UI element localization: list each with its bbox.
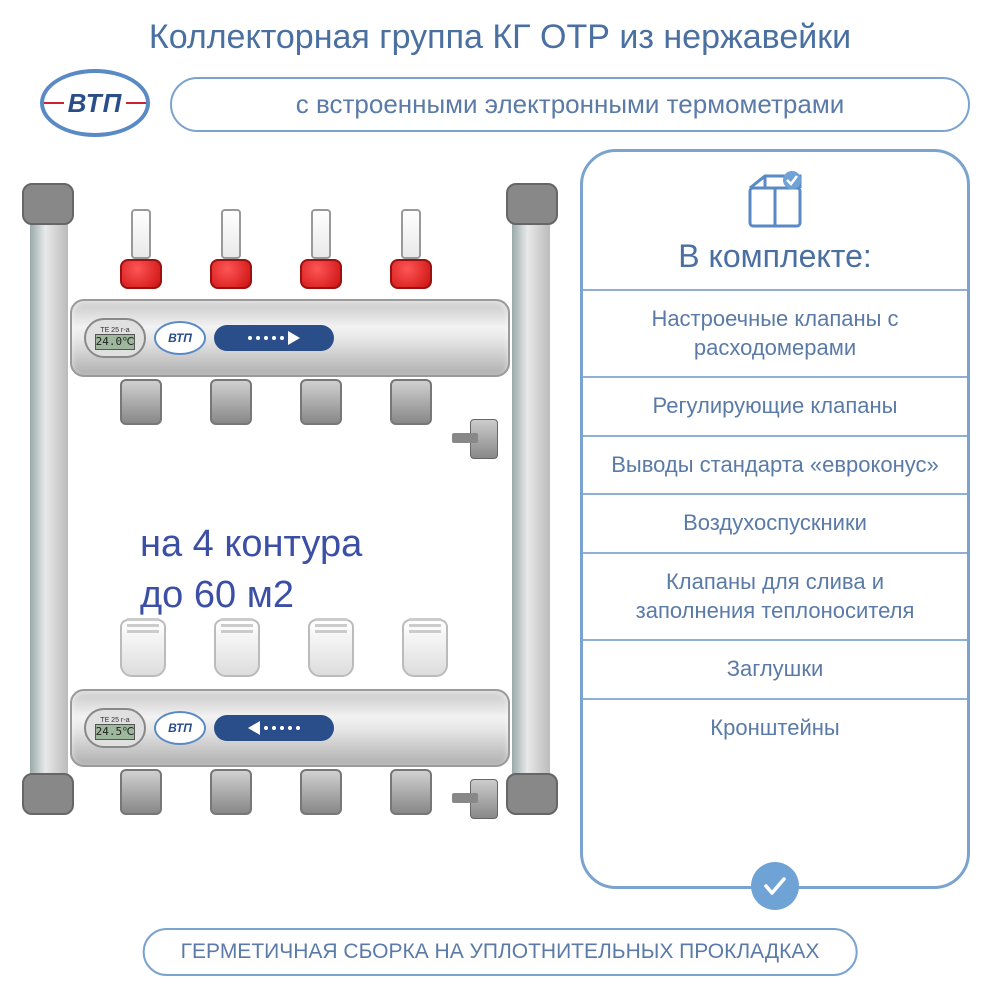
euroconus-outlet <box>210 769 252 815</box>
kit-item: Выводы стандарта «евроконус» <box>583 435 967 494</box>
flowmeter <box>120 209 162 289</box>
kit-panel: В комплекте: Настроечные клапаны с расхо… <box>580 149 970 889</box>
flowmeter <box>210 209 252 289</box>
thermo-reading-bottom: 24.5℃ <box>95 724 135 740</box>
bracket-left <box>30 199 68 799</box>
euroconus-outlet <box>390 379 432 425</box>
outlets-lower <box>120 769 432 815</box>
drain-valve <box>470 779 520 829</box>
thermo-reading-top: 24.0℃ <box>95 334 135 350</box>
subtitle-pill: с встроенными электронными термометрами <box>170 77 970 132</box>
kit-item: Клапаны для слива и заполнения теплоноси… <box>583 552 967 639</box>
kit-item: Воздухоспускники <box>583 493 967 552</box>
euroconus-outlet <box>120 769 162 815</box>
euroconus-outlet <box>210 379 252 425</box>
spec-line-1: на 4 контура <box>140 519 362 570</box>
bracket-foot <box>22 773 74 815</box>
outlets-upper <box>120 379 432 425</box>
flow-arrow-right-icon <box>214 325 334 351</box>
regulating-valve <box>120 619 166 677</box>
kit-item: Регулирующие клапаны <box>583 376 967 435</box>
brand-logo: ВТП <box>40 69 150 139</box>
regulating-valves-row <box>120 619 448 677</box>
thermometer-bottom: TE 25 г-а 24.5℃ <box>84 708 146 748</box>
kit-item: Заглушки <box>583 639 967 698</box>
flowmeters-row <box>120 209 432 289</box>
manifold-logo: ВТП <box>154 321 206 355</box>
manifold-logo: ВТП <box>154 711 206 745</box>
flowmeter <box>390 209 432 289</box>
thermometer-top: TE 25 г-а 24.0℃ <box>84 318 146 358</box>
bracket-foot <box>506 183 558 225</box>
euroconus-outlet <box>300 379 342 425</box>
regulating-valve <box>402 619 448 677</box>
thermo-model: TE 25 г-а <box>100 327 129 334</box>
flow-arrow-left-icon <box>214 715 334 741</box>
euroconus-outlet <box>390 769 432 815</box>
main-area: TE 25 г-а 24.0℃ ВТП на 4 контура до 60 м… <box>0 139 1000 889</box>
kit-heading: В комплекте: <box>678 238 872 275</box>
product-column: TE 25 г-а 24.0℃ ВТП на 4 контура до 60 м… <box>30 149 556 889</box>
bracket-foot <box>22 183 74 225</box>
footer-pill: ГЕРМЕТИЧНАЯ СБОРКА НА УПЛОТНИТЕЛЬНЫХ ПРО… <box>143 928 858 976</box>
thermo-model: TE 25 г-а <box>100 717 129 724</box>
regulating-valve <box>214 619 260 677</box>
product-illustration: TE 25 г-а 24.0℃ ВТП на 4 контура до 60 м… <box>30 189 550 809</box>
page-title: Коллекторная группа КГ ОТР из нержавейки <box>0 0 1000 69</box>
flowmeter <box>300 209 342 289</box>
kit-item: Настроечные клапаны с расходомерами <box>583 289 967 376</box>
regulating-valve <box>308 619 354 677</box>
bracket-right <box>512 199 550 799</box>
kit-list: Настроечные клапаны с расходомерами Регу… <box>583 289 967 756</box>
manifold-supply: TE 25 г-а 24.0℃ ВТП <box>70 299 510 377</box>
drain-valve <box>470 419 520 469</box>
check-icon <box>751 862 799 910</box>
package-icon <box>740 170 810 230</box>
brand-logo-text: ВТП <box>64 88 127 119</box>
spec-line-2: до 60 м2 <box>140 570 362 621</box>
kit-item: Кронштейны <box>583 698 967 757</box>
euroconus-outlet <box>300 769 342 815</box>
euroconus-outlet <box>120 379 162 425</box>
spec-text: на 4 контура до 60 м2 <box>140 519 362 622</box>
manifold-return: TE 25 г-а 24.5℃ ВТП <box>70 689 510 767</box>
header-row: ВТП с встроенными электронными термометр… <box>0 69 1000 139</box>
